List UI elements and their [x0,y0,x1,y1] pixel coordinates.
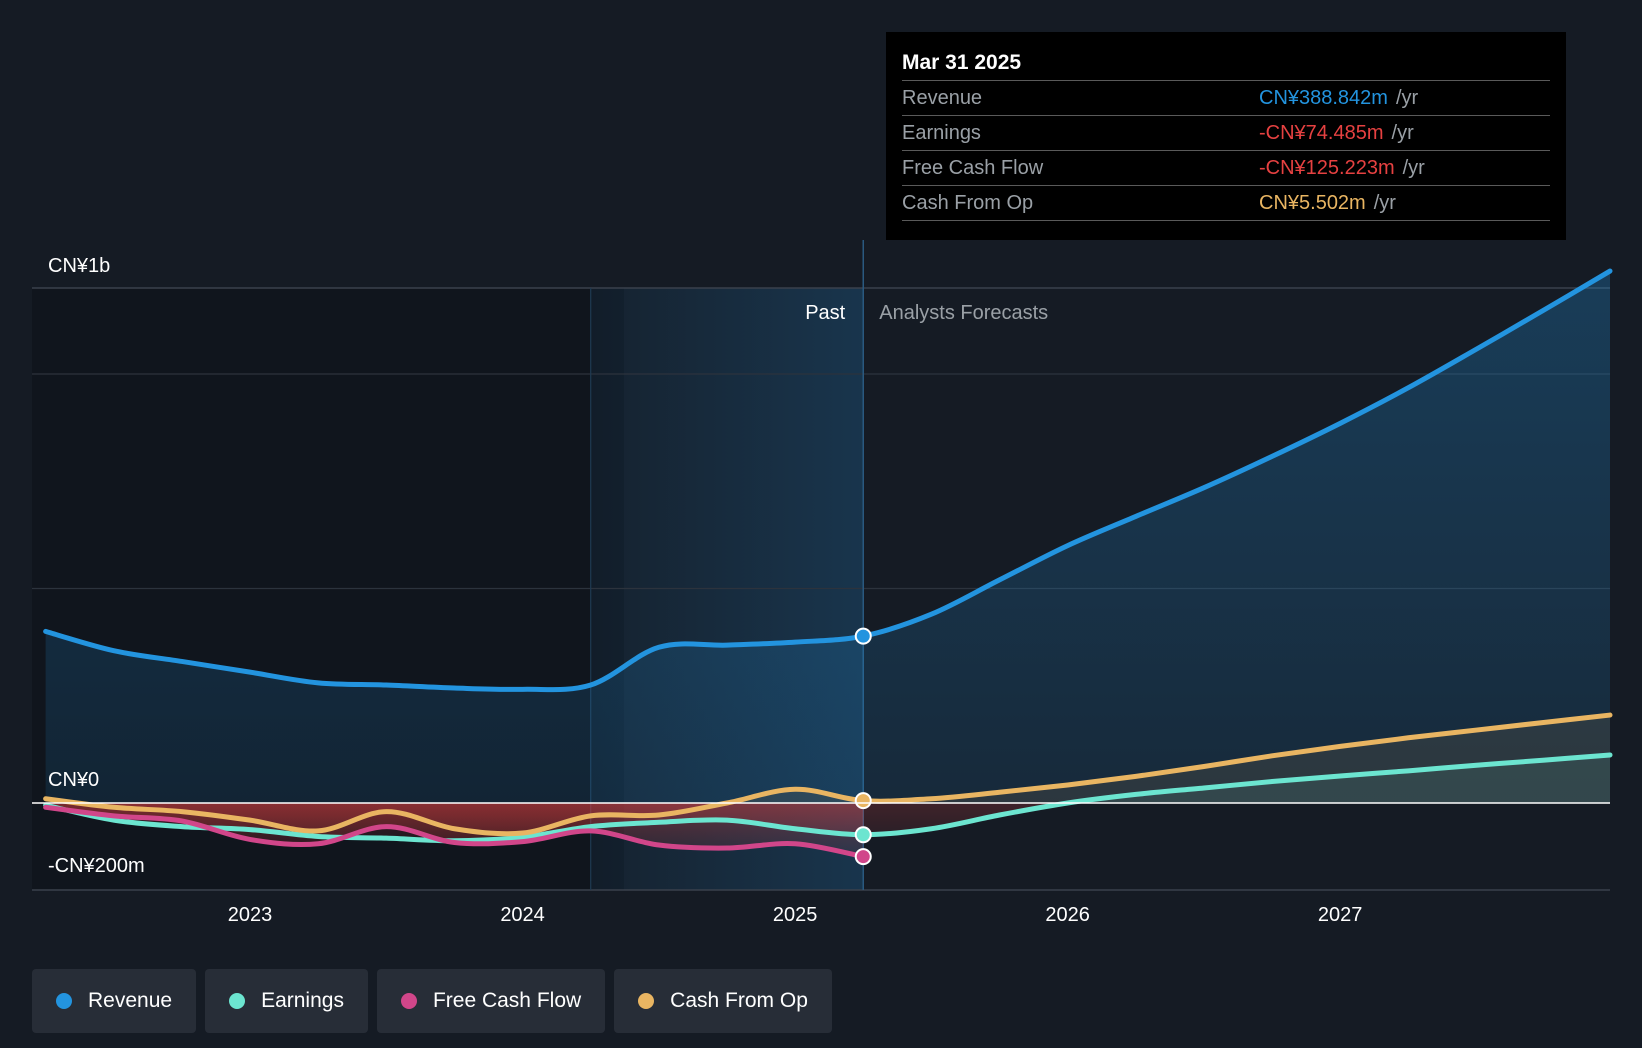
tooltip-unit: /yr [1391,122,1414,144]
legend: Revenue Earnings Free Cash Flow Cash From O… [32,969,832,1033]
y-tick-label: CN¥0 [48,769,99,791]
cash-from-op-negative-area [45,803,1610,834]
tooltip-row-earnings: Earnings -CN¥74.485m/yr [902,115,1550,150]
legend-label: Earnings [261,989,344,1012]
past-label: Past [805,302,845,324]
x-tick-label: 2027 [1318,904,1363,926]
tooltip-date: Mar 31 2025 [902,51,1022,74]
earnings-line [43,752,1613,844]
legend-dot-icon [400,993,417,1009]
cash-from-op-marker[interactable] [854,792,872,810]
tooltip-row-revenue: Revenue CN¥388.842m/yr [902,80,1550,115]
free-cash-flow-marker[interactable] [854,848,872,866]
tooltip-row-cash-from-op: Cash From Op CN¥5.502m/yr [902,185,1550,221]
tooltip-unit: /yr [1373,192,1396,214]
tooltip-value: CN¥5.502m [1259,192,1366,214]
tooltip-label: Free Cash Flow [902,157,1044,179]
tooltip-label: Cash From Op [902,192,1034,214]
y-tick-label: -CN¥200m [48,855,145,877]
tooltip-unit: /yr [1402,157,1425,179]
tooltip-unit: /yr [1395,87,1419,109]
legend-dot-icon [638,993,655,1009]
legend-label: Free Cash Flow [432,989,582,1012]
legend-item-earnings[interactable]: Earnings [205,969,368,1033]
x-tick-label: 2024 [500,904,545,926]
legend-label: Revenue [88,989,173,1012]
y-tick-label: CN¥1b [48,255,110,277]
tooltip-label: Revenue [902,87,983,109]
legend-item-cash-from-op[interactable]: Cash From Op [614,969,832,1033]
earnings-positive-area [45,754,1610,803]
legend-dot-icon [56,993,72,1009]
earnings-marker[interactable] [854,826,872,844]
x-tick-label: 2023 [228,904,273,926]
cash-from-op-positive-area [45,715,1610,803]
forecast-label: Analysts Forecasts [879,302,1048,324]
tooltip-value: CN¥388.842m [1259,87,1388,109]
tooltip-label: Earnings [902,122,981,144]
legend-label: Cash From Op [670,989,808,1012]
tooltip-value: -CN¥125.223m [1259,157,1395,179]
x-tick-label: 2025 [773,904,818,926]
revenue-marker[interactable] [854,627,872,645]
legend-item-revenue[interactable]: Revenue [32,969,197,1033]
cash-from-op-line [43,712,1613,837]
x-tick-label: 2026 [1045,904,1090,926]
tooltip-row-free-cash-flow: Free Cash Flow -CN¥125.223m/yr [902,150,1550,185]
revenue-line [43,268,1613,693]
free-cash-flow-line [43,804,866,860]
legend-dot-icon [229,993,246,1009]
tooltip-value: -CN¥74.485m [1259,122,1384,144]
tooltip: Mar 31 2025 Revenue CN¥388.842m/yr Earning… [886,32,1566,240]
revenue-area [45,271,1610,803]
legend-item-free-cash-flow[interactable]: Free Cash Flow [376,969,606,1033]
